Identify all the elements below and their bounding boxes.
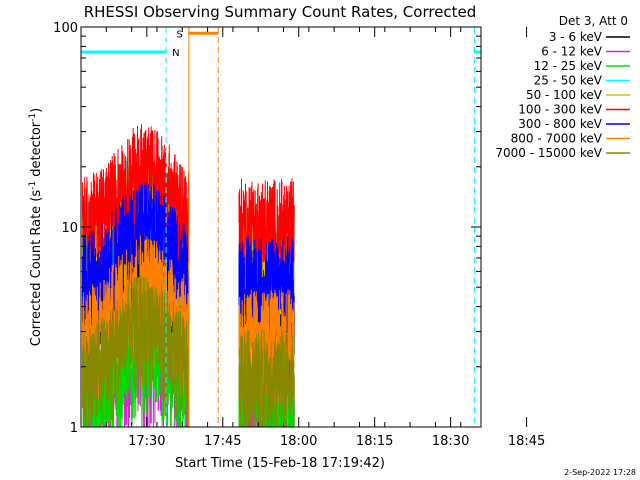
legend-label-3: 12 - 25 keV [534, 59, 603, 73]
legend-label-9: 7000 - 15000 keV [495, 146, 602, 160]
y-tick-label-3: 100 [53, 21, 78, 36]
axes: 1 10 100 17:30 17:45 18:00 18:15 18:30 18:45 [53, 21, 545, 449]
chart-title: RHESSI Observing Summary Count Rates, Co… [84, 3, 477, 21]
x-tick-label-5: 18:30 [432, 434, 469, 449]
legend-label-5: 50 - 100 keV [526, 88, 603, 102]
y-axis-label-end: ) [29, 108, 44, 113]
legend-label-6: 100 - 300 keV [518, 103, 602, 117]
legend-label-1: 3 - 6 keV [549, 30, 603, 44]
x-tick-label-4: 18:15 [356, 434, 393, 449]
legend-title: Det 3, Att 0 [559, 14, 628, 28]
y-axis-label-main: Corrected Count Rate (s [29, 190, 44, 347]
x-axis-label: Start Time (15-Feb-18 17:19:42) [175, 456, 385, 471]
timestamp: 2-Sep-2022 17:28 [564, 468, 636, 477]
x-tick-label-6: 18:45 [508, 434, 545, 449]
y-tick-label-2: 10 [61, 221, 78, 236]
legend-label-7: 300 - 800 keV [518, 117, 602, 131]
series-trace-7-segment-1 [82, 182, 190, 368]
y-axis-label: Corrected Count Rate (s-1 detector-1) [28, 108, 44, 346]
y-axis-label-mid: detector [29, 121, 44, 181]
plot-area: NS [81, 27, 482, 428]
y-axis-label-sup-2: -1 [28, 113, 38, 122]
series-trace-6-segment-1 [82, 123, 190, 310]
legend-label-2: 6 - 12 keV [541, 45, 603, 59]
saa-label-1: S [176, 29, 182, 40]
series-trace-9-segment-2 [238, 329, 295, 428]
night-label-1: N [172, 48, 179, 59]
x-tick-label-3: 18:00 [280, 434, 317, 449]
legend-label-8: 800 - 7000 keV [511, 132, 603, 146]
y-tick-label-1: 1 [70, 421, 78, 436]
series-trace-9-segment-1 [82, 274, 190, 428]
series-trace-7-segment-2 [238, 235, 295, 368]
legend-label-4: 25 - 50 keV [534, 74, 603, 88]
x-tick-label-1: 17:30 [128, 434, 165, 449]
x-tick-label-2: 17:45 [204, 434, 241, 449]
y-axis-label-sup-1: -1 [28, 181, 38, 190]
